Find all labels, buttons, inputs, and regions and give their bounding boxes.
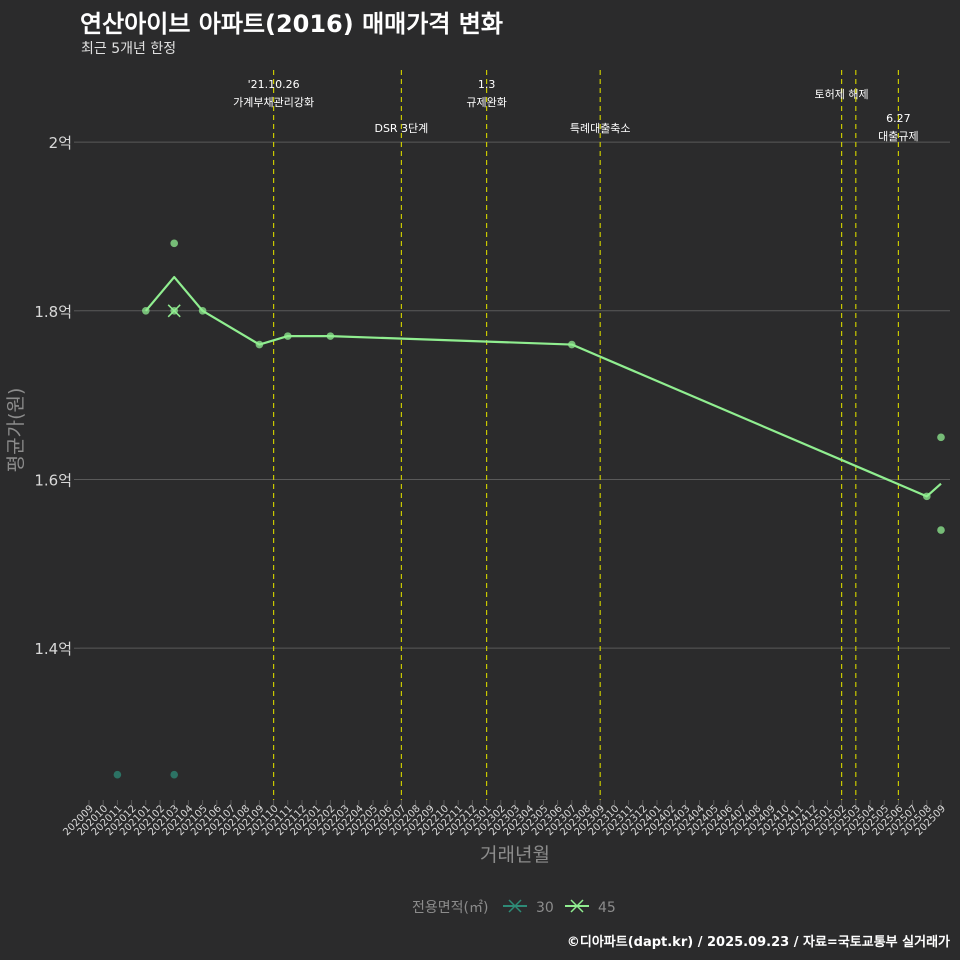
legend-title: 전용면적(㎡): [412, 900, 488, 916]
event-label: 특례대출축소: [570, 122, 631, 135]
event-label: 1.3: [478, 78, 496, 91]
legend-key-cross: [570, 899, 584, 913]
series-45-point: [142, 307, 150, 315]
series-45-point: [937, 433, 945, 442]
series-45-point: [255, 340, 264, 349]
series-45-point: [170, 239, 178, 248]
series-layer: [113, 239, 945, 779]
series-30-point: [113, 770, 122, 779]
event-label: DSR 3단계: [374, 122, 428, 135]
grid-lines: [80, 141, 950, 649]
chart-title: 연산아이브 아파트(2016) 매매가격 변화: [80, 10, 503, 38]
legend-key-45-icon: [565, 899, 589, 913]
y-tick-label: 1.6억: [34, 471, 72, 489]
series-45-point: [198, 307, 207, 315]
y-tick-label: 1.4억: [34, 640, 72, 658]
series-45-line: [144, 275, 942, 498]
cross-stroke: [167, 304, 181, 318]
legend-label-45: 45: [598, 900, 616, 916]
x-axis-ticks: 2020092020102020112020122021012021022021…: [61, 800, 948, 838]
event-label: '21.10.26: [248, 78, 300, 91]
legend-label-30: 30: [536, 900, 554, 916]
y-axis-ticks: 1.4억 1.6억 1.8억 2억: [34, 134, 80, 658]
source-caption: ©디아파트(dapt.kr) / 2025.09.23 / 자료=국토교통부 실…: [566, 935, 950, 950]
legend-key-30-icon: [503, 899, 527, 913]
series-45-point: [937, 526, 945, 534]
y-tick-label: 1.8억: [34, 303, 72, 321]
series-45-point: [284, 332, 292, 340]
x-axis-title: 거래년월: [480, 844, 550, 866]
legend: 전용면적(㎡) 30 45: [412, 899, 616, 916]
series-45-cross-marker: [167, 304, 181, 318]
series-45-point: [923, 492, 931, 501]
event-label: 6.27: [886, 112, 911, 125]
chart-subtitle: 최근 5개년 한정: [81, 41, 177, 57]
series-45-point: [326, 332, 335, 340]
y-tick-label: 2억: [49, 134, 72, 152]
event-label: 토허제 해제: [815, 87, 869, 101]
series-30-point: [170, 770, 178, 779]
event-label: 대출규제: [878, 130, 918, 143]
legend-key-cross: [508, 899, 522, 913]
event-label: 규제완화: [466, 96, 506, 109]
series-45-point: [568, 340, 576, 349]
event-label: 가계부채관리강화: [233, 96, 314, 109]
y-axis-title: 평균가(원): [5, 388, 27, 473]
